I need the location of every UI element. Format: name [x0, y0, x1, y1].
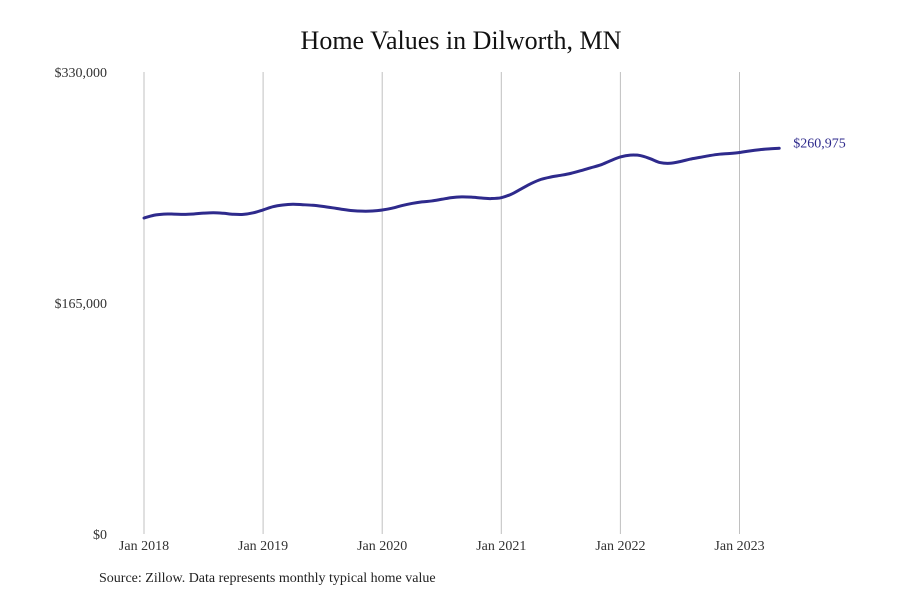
- x-tick-label: Jan 2020: [357, 539, 407, 554]
- end-value-label: $260,975: [793, 136, 846, 151]
- chart-title: Home Values in Dilworth, MN: [300, 26, 622, 55]
- y-tick-label: $330,000: [55, 66, 108, 81]
- x-tick-label: Jan 2019: [238, 539, 288, 554]
- grid-lines: [143, 72, 740, 534]
- x-tick-label: Jan 2018: [119, 539, 169, 554]
- y-axis: $0 $165,000 $330,000: [55, 66, 108, 543]
- series-line: [142, 146, 781, 220]
- y-tick-label: $0: [93, 528, 107, 543]
- x-axis: Jan 2018 Jan 2019 Jan 2020 Jan 2021 Jan 2022…: [119, 539, 765, 554]
- x-tick-label: Jan 2022: [595, 539, 645, 554]
- series-layer: $260,975: [142, 136, 846, 220]
- y-tick-label: $165,000: [55, 297, 108, 312]
- x-tick-label: Jan 2021: [476, 539, 526, 554]
- x-tick-label: Jan 2023: [714, 539, 764, 554]
- chart-source-note: Source: Zillow. Data represents monthly …: [99, 571, 436, 586]
